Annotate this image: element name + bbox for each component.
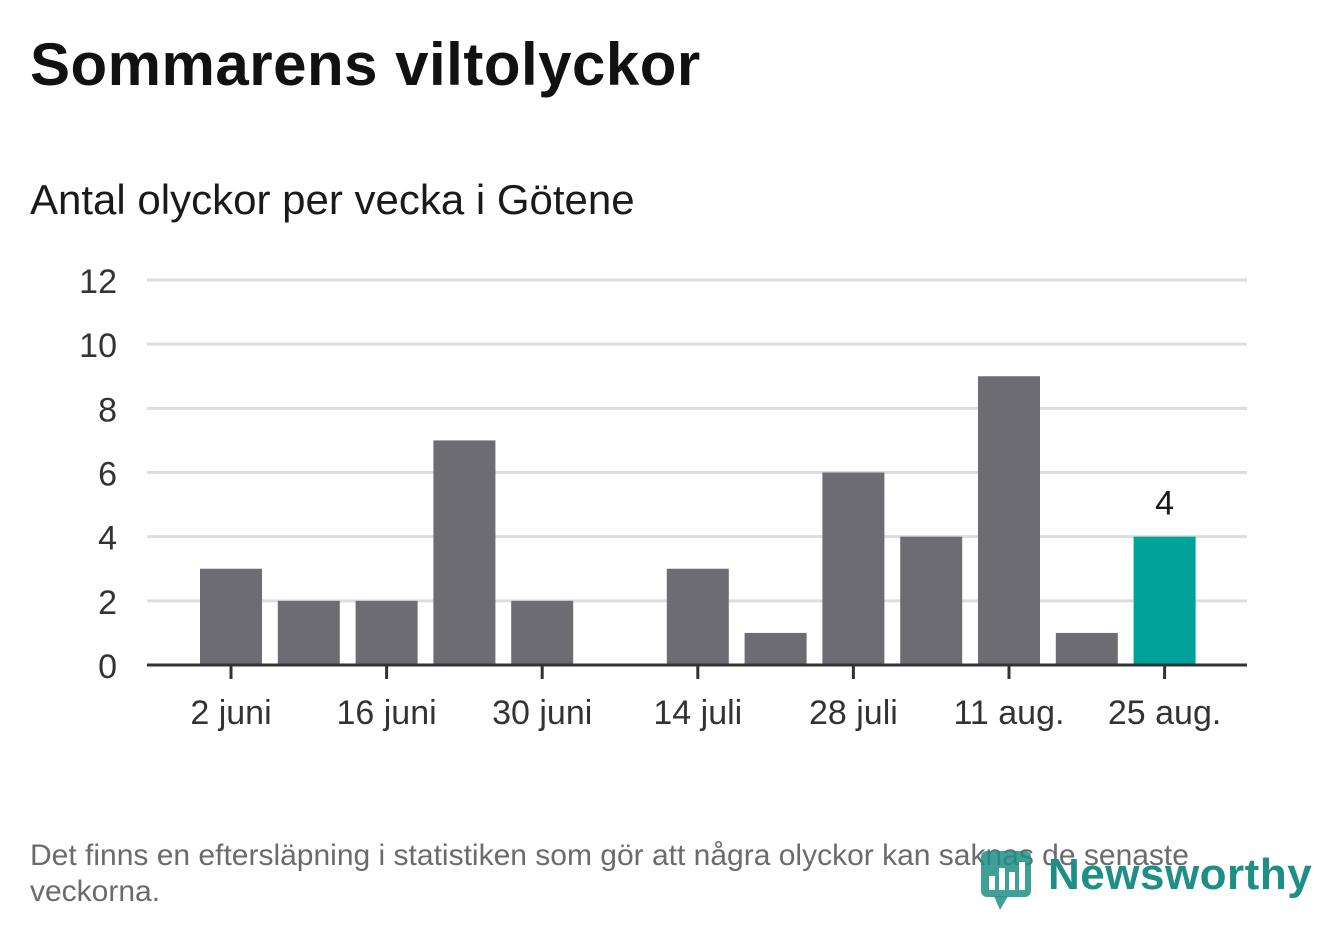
chart-subtitle: Antal olyckor per vecka i Götene: [30, 176, 635, 223]
x-tick-label: 28 juli: [809, 694, 898, 732]
x-tick-label: 11 aug.: [954, 694, 1065, 732]
y-tick-label: 12: [79, 263, 117, 301]
x-tick-label: 2 juni: [190, 694, 271, 732]
bar: [900, 536, 963, 665]
x-tick-label: 16 juni: [336, 694, 436, 732]
bar: [978, 376, 1040, 665]
bar: [744, 632, 807, 665]
bar: [1133, 536, 1196, 665]
newsworthy-logo: Newsworthy: [980, 846, 1312, 916]
data-label: 4: [1155, 485, 1174, 523]
bar: [277, 600, 340, 665]
x-tick-label: 14 juli: [653, 694, 742, 732]
bar: [822, 472, 885, 665]
chart-title: Sommarens viltolyckor: [30, 31, 701, 98]
newsworthy-logo-icon: [981, 851, 1031, 910]
x-tick-label: 30 juni: [492, 694, 592, 732]
y-tick-label: 2: [98, 584, 117, 622]
y-tick-label: 6: [98, 456, 117, 494]
bar: [1055, 632, 1118, 665]
y-tick-label: 0: [98, 648, 117, 686]
bar: [355, 600, 418, 665]
bar: [666, 568, 729, 665]
bar: [511, 600, 574, 665]
bar-chart: 0 2 4 6 8 10 12 2 juni 16 juni 30 juni 14 juli 28 j…: [79, 263, 1247, 732]
bar: [200, 568, 262, 665]
bar: [433, 440, 496, 665]
y-tick-label: 10: [79, 327, 117, 365]
y-tick-label: 4: [98, 520, 117, 558]
brand-name: Newsworthy: [1048, 850, 1313, 899]
y-tick-label: 8: [98, 391, 117, 429]
x-tick-label: 25 aug.: [1108, 694, 1221, 732]
